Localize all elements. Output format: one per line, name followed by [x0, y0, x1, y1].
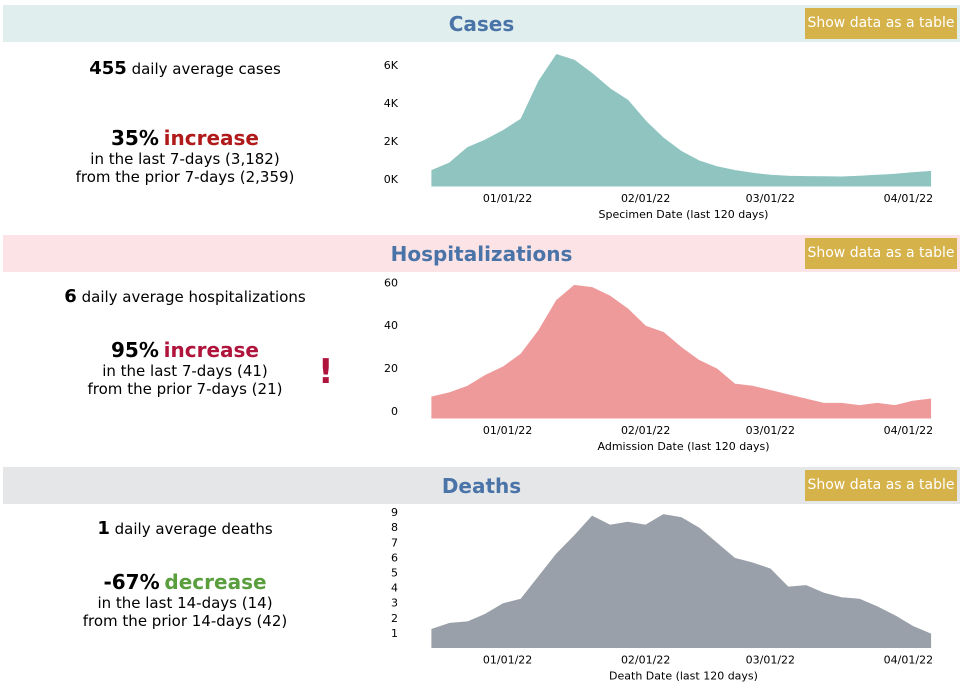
x-tick-label: 04/01/22 [884, 654, 933, 667]
y-tick-label: 20 [384, 362, 398, 375]
x-tick-label: 02/01/22 [621, 424, 670, 437]
x-tick-label: 04/01/22 [884, 192, 933, 205]
x-tick-label: 01/01/22 [483, 424, 532, 437]
area [431, 284, 932, 419]
y-tick-label: 3 [391, 597, 398, 610]
x-tick-label: 02/01/22 [621, 192, 670, 205]
alert-icon: ! [318, 352, 334, 392]
section-header: Cases Show data as a table [3, 5, 960, 42]
x-tick-label: 01/01/22 [483, 654, 532, 667]
section-title: Hospitalizations [390, 242, 573, 266]
average-count: 6 [64, 286, 77, 307]
x-axis-label: Admission Date (last 120 days) [598, 440, 770, 453]
y-tick-label: 0K [384, 173, 399, 186]
prior-line: from the prior 14-days (42) [82, 612, 288, 630]
period-line: in the last 14-days (14) [97, 594, 273, 612]
table-button[interactable]: Show data as a table [805, 8, 957, 39]
y-tick-label: 4 [391, 582, 398, 595]
prior-line: from the prior 7-days (21) [87, 380, 283, 398]
change-line: 95% increase [20, 338, 350, 362]
y-tick-label: 2 [391, 612, 398, 625]
y-tick-label: 4K [384, 97, 399, 110]
change-value: -67% [103, 570, 160, 594]
average-count: 455 [89, 58, 127, 79]
y-tick-label: 9 [391, 506, 398, 519]
change-direction: decrease [164, 570, 267, 594]
area [431, 54, 932, 187]
change-line: 35% increase [20, 126, 350, 150]
table-button[interactable]: Show data as a table [805, 470, 957, 501]
x-axis-label: Death Date (last 120 days) [609, 670, 758, 683]
period-line: in the last 7-days (41) [102, 362, 268, 380]
y-tick-label: 2K [384, 135, 399, 148]
change-line: -67% decrease [20, 570, 350, 594]
y-tick-label: 60 [384, 276, 398, 289]
change-value: 35% [111, 126, 159, 150]
y-tick-label: 6K [384, 59, 399, 72]
x-tick-label: 01/01/22 [483, 192, 532, 205]
y-tick-label: 5 [391, 567, 398, 580]
average-line: 455 daily average cases [20, 58, 350, 79]
section-header: Hospitalizations Show data as a table [3, 235, 960, 272]
average-line: 6 daily average hospitalizations [20, 286, 350, 307]
area [431, 514, 932, 648]
period-line: in the last 7-days (3,182) [90, 150, 280, 168]
average-count: 1 [97, 518, 110, 539]
section-title: Deaths [441, 474, 522, 498]
y-tick-label: 8 [391, 521, 398, 534]
change-direction: increase [163, 126, 259, 150]
change-value: 95% [111, 338, 159, 362]
section-header: Deaths Show data as a table [3, 467, 960, 504]
y-tick-label: 1 [391, 627, 398, 640]
x-axis-label: Specimen Date (last 120 days) [599, 208, 769, 221]
y-tick-label: 0 [391, 405, 398, 418]
x-tick-label: 03/01/22 [746, 424, 795, 437]
prior-line: from the prior 7-days (2,359) [75, 168, 295, 186]
x-tick-label: 03/01/22 [746, 192, 795, 205]
x-tick-label: 02/01/22 [621, 654, 670, 667]
average-text: daily average cases [131, 60, 281, 78]
average-text: daily average hospitalizations [81, 288, 306, 306]
change-direction: increase [163, 338, 259, 362]
section-title: Cases [448, 12, 515, 36]
y-tick-label: 7 [391, 536, 398, 549]
average-line: 1 daily average deaths [20, 518, 350, 539]
x-tick-label: 03/01/22 [746, 654, 795, 667]
x-tick-label: 04/01/22 [884, 424, 933, 437]
y-tick-label: 6 [391, 551, 398, 564]
y-tick-label: 40 [384, 319, 398, 332]
average-text: daily average deaths [114, 520, 273, 538]
table-button[interactable]: Show data as a table [805, 238, 957, 269]
